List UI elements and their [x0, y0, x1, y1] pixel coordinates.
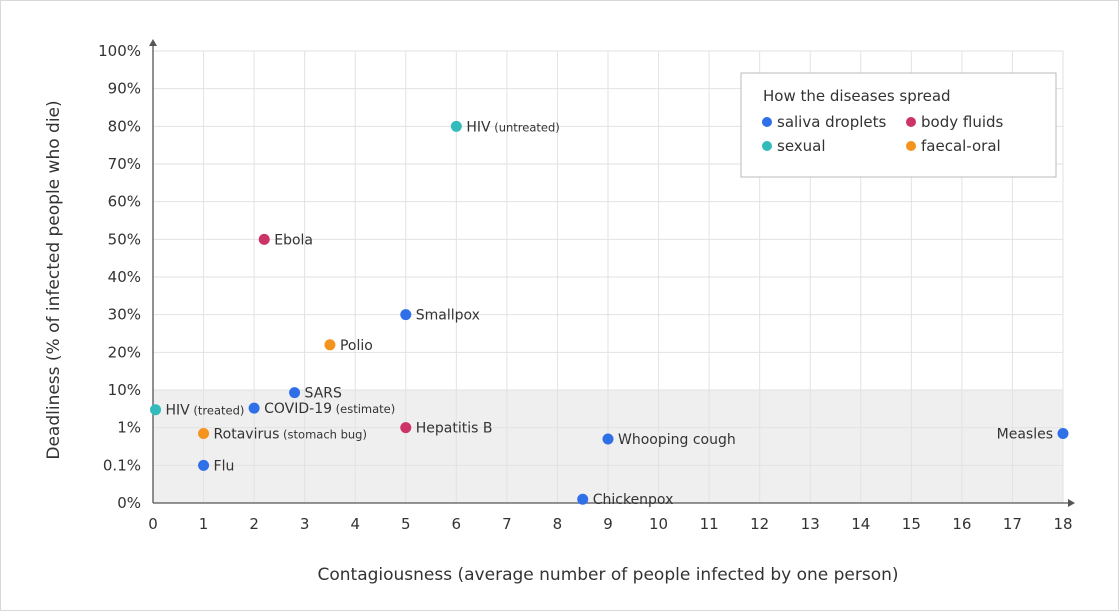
- legend-label: saliva droplets: [777, 113, 887, 131]
- y-tick-label: 90%: [108, 80, 141, 98]
- y-tick-label: 70%: [108, 155, 141, 173]
- y-tick-label: 1%: [117, 419, 141, 437]
- point-label: HIV (treated): [166, 403, 245, 419]
- data-point: [577, 493, 589, 505]
- legend-title: How the diseases spread: [763, 87, 951, 105]
- y-tick-label: 60%: [108, 193, 141, 211]
- x-tick-label: 6: [452, 515, 462, 533]
- x-tick-label: 11: [700, 515, 719, 533]
- data-point: [1057, 428, 1069, 440]
- legend-box: [740, 72, 1057, 178]
- x-tick-label: 8: [553, 515, 563, 533]
- x-tick-label: 13: [801, 515, 820, 533]
- point-label: Rotavirus (stomach bug): [214, 427, 367, 443]
- point-label: Whooping cough: [618, 432, 736, 448]
- point-label: Polio: [340, 338, 373, 354]
- data-point: [198, 428, 210, 440]
- data-point: [400, 422, 412, 434]
- legend-items: saliva droplets body fluids sexual faecal-o…: [762, 113, 1004, 155]
- y-tick-label: 0%: [117, 494, 141, 512]
- x-tick-label: 4: [350, 515, 360, 533]
- y-tick-label: 0.1%: [103, 456, 141, 474]
- x-tick-label: 10: [649, 515, 668, 533]
- x-tick-label: 7: [502, 515, 512, 533]
- x-axis-arrow: [1068, 499, 1075, 507]
- data-point: [289, 387, 301, 399]
- legend-marker: [762, 141, 772, 151]
- legend-label: body fluids: [921, 113, 1004, 131]
- point-note: (untreated): [491, 120, 560, 134]
- data-point: [258, 233, 270, 245]
- x-tick-label: 16: [952, 515, 971, 533]
- point-note: (stomach bug): [279, 428, 367, 442]
- point-label: Flu: [214, 458, 235, 474]
- x-tick-label: 18: [1053, 515, 1072, 533]
- point-label: Smallpox: [416, 308, 480, 324]
- point-label: Ebola: [274, 232, 313, 248]
- legend-marker: [906, 141, 916, 151]
- data-point: [602, 433, 614, 445]
- y-tick-label: 50%: [108, 230, 141, 248]
- x-tick-label: 12: [750, 515, 769, 533]
- point-label: Hepatitis B: [416, 421, 493, 437]
- data-point: [324, 339, 336, 351]
- x-tick-label: 9: [603, 515, 613, 533]
- legend-marker: [762, 117, 772, 127]
- y-tick-label: 30%: [108, 306, 141, 324]
- data-points: HIV (untreated) Ebola Smallpox Polio SARS HIV…: [150, 119, 1069, 508]
- data-point: [450, 120, 462, 132]
- point-label: COVID-19 (estimate): [264, 401, 395, 417]
- legend-marker: [906, 117, 916, 127]
- x-tick-label: 5: [401, 515, 411, 533]
- y-tick-label: 80%: [108, 117, 141, 135]
- y-tick-label: 100%: [98, 42, 141, 60]
- x-tick-label: 14: [851, 515, 870, 533]
- y-tick-label: 40%: [108, 268, 141, 286]
- x-tick-label: 15: [902, 515, 921, 533]
- x-tick-label: 0: [148, 515, 158, 533]
- legend: How the diseases spread saliva droplets b…: [740, 72, 1057, 178]
- legend-label: faecal-oral: [921, 137, 1001, 155]
- point-note: (treated): [190, 404, 245, 418]
- y-tick-label: 20%: [108, 343, 141, 361]
- point-label: SARS: [305, 386, 342, 402]
- x-tick-label: 3: [300, 515, 310, 533]
- x-tick-labels: 0 1 2 3 4 5 6 7 8 9 10 11 12 13 14 15 16 17 18: [148, 515, 1072, 533]
- point-label: Measles: [997, 427, 1053, 443]
- data-point: [248, 402, 260, 414]
- x-tick-label: 2: [249, 515, 259, 533]
- y-axis-title: Deadliness (% of infected people who die…: [44, 100, 64, 459]
- y-axis-arrow: [149, 39, 157, 46]
- data-point: [150, 404, 162, 416]
- legend-label: sexual: [777, 137, 826, 155]
- data-point: [198, 459, 210, 471]
- x-tick-label: 17: [1003, 515, 1022, 533]
- x-tick-label: 1: [199, 515, 209, 533]
- point-note: (estimate): [332, 402, 395, 416]
- data-point: [400, 309, 412, 321]
- axes: [149, 39, 1075, 507]
- x-axis-title: Contagiousness (average number of people…: [317, 565, 898, 585]
- point-label: HIV (untreated): [466, 119, 559, 135]
- y-tick-labels: 0% 0.1% 1% 10% 20% 30% 40% 50% 60% 70% 80% 90% 100%: [98, 42, 141, 512]
- y-tick-label: 10%: [108, 381, 141, 399]
- point-label: Chickenpox: [593, 492, 674, 508]
